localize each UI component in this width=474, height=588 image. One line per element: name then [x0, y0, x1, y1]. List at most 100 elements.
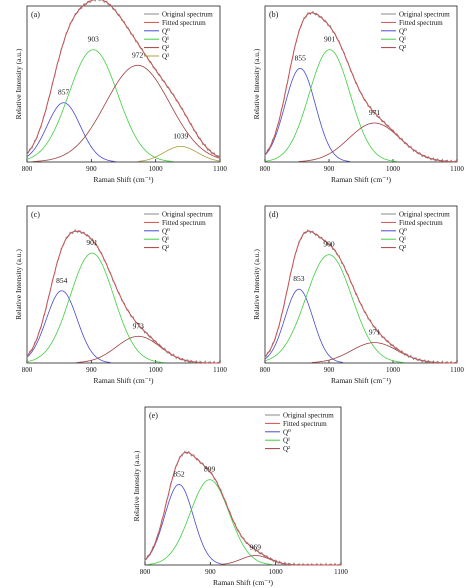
x-tick-label: 900: [324, 366, 335, 374]
series-Q-curve-0: [26, 102, 116, 162]
panel-e: 800 900 1000 1100 Raman Shift (cm⁻¹) Relative…: [132, 406, 348, 587]
peak-label: 973: [133, 321, 145, 330]
series-Q-curve-1: [26, 49, 174, 162]
fitted-spectrum-curve: [26, 230, 221, 364]
series-Q-curve-0: [144, 484, 225, 565]
x-tick-label: 1100: [334, 568, 348, 576]
x-tick-label: 1000: [149, 165, 164, 173]
original-spectrum-curve: [264, 229, 458, 364]
original-spectrum-curve: [264, 10, 458, 164]
fitted-spectrum-curve: [26, 0, 221, 158]
peak-label: 969: [250, 543, 262, 552]
panel-label: (d): [269, 210, 279, 219]
series-Q-curve-1: [264, 49, 397, 162]
legend-entry: Q⁰: [283, 428, 291, 436]
y-axis-label: Relative Intensity (a.u.): [132, 450, 141, 521]
panel-label: (b): [269, 10, 279, 19]
legend-entry: Original spectrum: [162, 211, 213, 219]
x-axis-label: Raman Shift (cm⁻¹): [94, 376, 154, 385]
fitted-spectrum-curve: [264, 230, 458, 364]
legend-entry: Q¹: [399, 236, 406, 244]
series-Q-curve-2: [32, 64, 221, 162]
series-Q-curve-0: [26, 290, 111, 363]
legend-entry: Fitted spectrum: [283, 420, 327, 428]
x-tick-label: 800: [22, 366, 33, 374]
x-tick-label: 800: [22, 165, 33, 173]
series-Q-curve-1: [26, 252, 165, 363]
fitted-spectrum-curve: [264, 12, 458, 163]
panel-d: 800 900 1000 1100 Raman Shift (cm⁻¹) Relative…: [252, 205, 464, 385]
legend-entry: Q⁰: [399, 227, 407, 235]
x-tick-label: 900: [205, 568, 216, 576]
legend-entry: Q¹: [162, 236, 169, 244]
panel-a: 800 900 1000 1100 Raman Shift (cm⁻¹) Relative…: [14, 0, 227, 184]
series-Q-curve-0: [264, 67, 351, 162]
peak-label: 971: [369, 328, 381, 337]
x-tick-label: 1000: [386, 165, 401, 173]
panel-c: 800 900 1000 1100 Raman Shift (cm⁻¹) Relative…: [14, 205, 227, 385]
series-Q-curve-2: [298, 122, 450, 162]
legend-entry: Fitted spectrum: [162, 19, 206, 27]
peak-label: 901: [86, 238, 98, 247]
plot-frame: [264, 205, 458, 364]
peak-label: 853: [293, 274, 305, 283]
series-Q-curve-0: [264, 288, 344, 363]
legend-entry: Q⁰: [162, 227, 170, 235]
peak-label: 972: [132, 50, 144, 59]
peak-label: 855: [295, 53, 307, 62]
plot-frame: [26, 5, 221, 163]
x-tick-label: 800: [260, 366, 271, 374]
x-axis-label: Raman Shift (cm⁻¹): [331, 175, 391, 184]
x-tick-label: 1100: [450, 165, 464, 173]
x-tick-label: 900: [86, 366, 97, 374]
plot-frame: [264, 5, 458, 163]
x-axis-label: Raman Shift (cm⁻¹): [94, 175, 154, 184]
legend-entry: Q¹: [283, 437, 290, 445]
series-Q-curve-1: [146, 479, 273, 565]
y-axis-label: Relative Intensity (a.u.): [14, 249, 23, 320]
x-tick-label: 800: [140, 568, 151, 576]
panel-label: (c): [31, 210, 40, 219]
legend-entry: Q²: [162, 44, 169, 52]
x-tick-label: 1100: [450, 366, 464, 374]
legend-entry: Fitted spectrum: [399, 19, 443, 27]
x-tick-label: 800: [260, 165, 271, 173]
x-axis-label: Raman Shift (cm⁻¹): [331, 376, 391, 385]
x-tick-label: 1000: [386, 366, 401, 374]
x-tick-label: 1100: [213, 165, 227, 173]
peak-label: 854: [56, 276, 68, 285]
peak-label: 899: [204, 465, 216, 474]
peak-label: 971: [369, 108, 381, 117]
legend-entry: Q²: [162, 244, 169, 252]
peak-label: 1039: [173, 131, 188, 140]
legend-entry: Q¹: [162, 36, 169, 44]
panel-label: (e): [149, 411, 158, 420]
x-tick-label: 1100: [213, 366, 227, 374]
x-tick-label: 1000: [269, 568, 284, 576]
plot-frame: [144, 406, 342, 566]
legend-entry: Original spectrum: [162, 11, 213, 19]
y-axis-label: Relative Intensity (a.u.): [14, 48, 23, 119]
legend-entry: Original spectrum: [283, 412, 334, 420]
panel-b: 800 900 1000 1100 Raman Shift (cm⁻¹) Relative…: [252, 5, 464, 184]
x-tick-label: 900: [86, 165, 97, 173]
legend-entry: Q²: [399, 44, 406, 52]
peak-label: 852: [173, 469, 185, 478]
peak-label: 857: [58, 88, 70, 97]
legend-entry: Original spectrum: [399, 11, 450, 19]
y-axis-label: Relative Intensity (a.u.): [252, 48, 261, 119]
peak-label: 900: [323, 240, 335, 249]
series-Q-curve-1: [264, 254, 405, 363]
x-axis-label: Raman Shift (cm⁻¹): [213, 578, 273, 587]
legend-entry: Q²: [399, 244, 406, 252]
plot-frame: [26, 205, 221, 364]
series-Q-curve-3: [136, 145, 221, 162]
x-tick-label: 900: [324, 165, 335, 173]
legend-entry: Fitted spectrum: [399, 219, 443, 227]
fitted-spectrum-curve: [144, 451, 341, 566]
legend-entry: Q⁰: [162, 27, 170, 35]
peak-label: 901: [324, 35, 336, 44]
legend-entry: Q⁰: [399, 27, 407, 35]
legend-entry: Q³: [162, 53, 169, 61]
